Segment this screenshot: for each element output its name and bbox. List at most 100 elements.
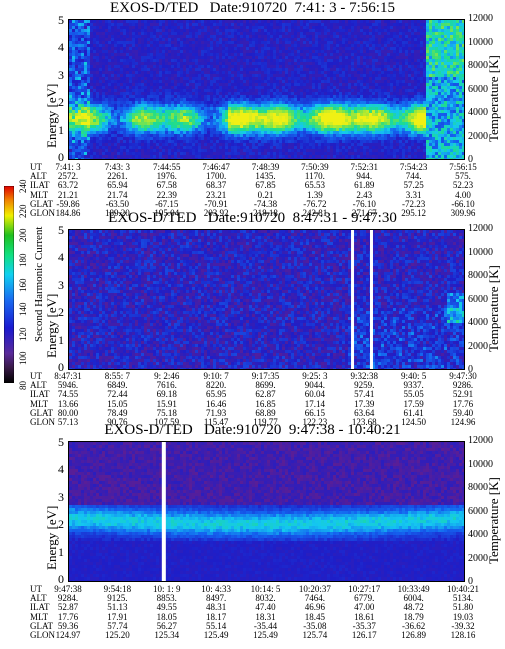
spectrogram-cell bbox=[339, 74, 342, 77]
spectrogram-cell bbox=[105, 50, 108, 53]
spectrogram-cell bbox=[369, 29, 372, 32]
spectrogram-cell bbox=[225, 104, 228, 107]
spectrogram-cell bbox=[174, 113, 177, 116]
spectrogram-cell bbox=[219, 113, 222, 116]
spectrogram-cell bbox=[222, 32, 225, 35]
spectrogram-cell bbox=[69, 158, 72, 159]
spectrogram-cell bbox=[159, 83, 162, 86]
spectrogram-cell bbox=[270, 74, 273, 77]
spectrogram-cell bbox=[93, 137, 96, 140]
spectrogram-cell bbox=[90, 20, 93, 23]
spectrogram-cell bbox=[342, 23, 345, 26]
spectrogram-cell bbox=[375, 32, 378, 35]
spectrogram-cell bbox=[213, 128, 216, 131]
spectrogram-cell bbox=[300, 107, 303, 110]
spectrogram-cell bbox=[297, 134, 300, 137]
spectrogram-cell bbox=[354, 32, 357, 35]
spectrogram-cell bbox=[204, 86, 207, 89]
spectrogram-cell bbox=[225, 128, 228, 131]
spectrogram-cell bbox=[138, 128, 141, 131]
spectrogram-cell bbox=[312, 62, 315, 65]
spectrogram-cell bbox=[180, 50, 183, 53]
spectrogram-cell bbox=[126, 53, 129, 56]
spectrogram-cell bbox=[300, 152, 303, 155]
spectrogram-cell bbox=[366, 131, 369, 134]
spectrogram-cell bbox=[345, 59, 348, 62]
spectrogram-cell bbox=[261, 134, 264, 137]
spectrogram-cell bbox=[222, 101, 225, 104]
spectrogram-cell bbox=[78, 92, 81, 95]
spectrogram-cell bbox=[222, 71, 225, 74]
spectrogram-cell bbox=[345, 143, 348, 146]
spectrogram-cell bbox=[249, 137, 252, 140]
spectrogram-cell bbox=[192, 116, 195, 119]
spectrogram-cell bbox=[222, 107, 225, 110]
spectrogram-cell bbox=[105, 101, 108, 104]
spectrogram-cell bbox=[354, 149, 357, 152]
spectrogram-cell bbox=[285, 158, 288, 159]
spectrogram-cell bbox=[387, 26, 390, 29]
spectrogram-cell bbox=[315, 155, 318, 158]
spectrogram-cell bbox=[246, 80, 249, 83]
spectrogram-cell bbox=[339, 62, 342, 65]
spectrogram-cell bbox=[279, 131, 282, 134]
spectrogram-cell bbox=[174, 71, 177, 74]
spectrogram-cell bbox=[114, 50, 117, 53]
spectrogram-cell bbox=[195, 41, 198, 44]
spectrogram-cell bbox=[165, 47, 168, 50]
spectrogram-cell bbox=[192, 152, 195, 155]
spectrogram-cell bbox=[303, 50, 306, 53]
spectrogram-cell bbox=[120, 119, 123, 122]
spectrogram-cell bbox=[231, 62, 234, 65]
spectrogram-cell bbox=[201, 59, 204, 62]
spectrogram-cell bbox=[213, 122, 216, 125]
spectrogram-cell bbox=[381, 65, 384, 68]
spectrogram-cell bbox=[345, 146, 348, 149]
spectrogram-cell bbox=[348, 140, 351, 143]
spectrogram-cell bbox=[324, 122, 327, 125]
spectrogram-cell bbox=[381, 53, 384, 56]
spectrogram-cell bbox=[129, 53, 132, 56]
spectrogram-cell bbox=[135, 89, 138, 92]
spectrogram-cell bbox=[267, 98, 270, 101]
spectrogram-cell bbox=[318, 29, 321, 32]
spectrogram-cell bbox=[156, 59, 159, 62]
spectrogram-cell bbox=[159, 53, 162, 56]
spectrogram-cell bbox=[132, 89, 135, 92]
spectrogram-cell bbox=[126, 20, 129, 23]
spectrogram-cell bbox=[288, 110, 291, 113]
spectrogram-cell bbox=[69, 107, 72, 110]
spectrogram-cell bbox=[366, 83, 369, 86]
spectrogram-cell bbox=[81, 134, 84, 137]
spectrogram-cell bbox=[129, 23, 132, 26]
spectrogram-cell bbox=[201, 20, 204, 23]
spectrogram-cell bbox=[240, 44, 243, 47]
spectrogram-cell bbox=[138, 23, 141, 26]
spectrogram-cell bbox=[333, 146, 336, 149]
spectrogram-cell bbox=[135, 35, 138, 38]
spectrogram-cell bbox=[258, 20, 261, 23]
spectrogram-cell bbox=[90, 143, 93, 146]
spectrogram-cell bbox=[69, 26, 72, 29]
spectrogram-cell bbox=[135, 77, 138, 80]
spectrogram-cell bbox=[99, 104, 102, 107]
spectrogram-cell bbox=[270, 101, 273, 104]
spectrogram-cell bbox=[159, 158, 162, 159]
spectrogram-cell bbox=[141, 29, 144, 32]
spectrogram-cell bbox=[318, 89, 321, 92]
spectrogram-cell bbox=[138, 62, 141, 65]
spectrogram-cell bbox=[201, 74, 204, 77]
spectrogram-cell bbox=[324, 59, 327, 62]
spectrogram-cell bbox=[138, 98, 141, 101]
spectrogram-cell bbox=[378, 53, 381, 56]
spectrogram-cell bbox=[291, 41, 294, 44]
spectrogram-cell bbox=[339, 32, 342, 35]
spectrogram-cell bbox=[135, 47, 138, 50]
spectrogram-cell bbox=[300, 89, 303, 92]
spectrogram-cell bbox=[120, 38, 123, 41]
spectrogram-cell bbox=[231, 47, 234, 50]
spectrogram-cell bbox=[141, 134, 144, 137]
spectrogram-cell bbox=[213, 152, 216, 155]
spectrogram-cell bbox=[360, 20, 363, 23]
spectrogram-cell bbox=[294, 158, 297, 159]
